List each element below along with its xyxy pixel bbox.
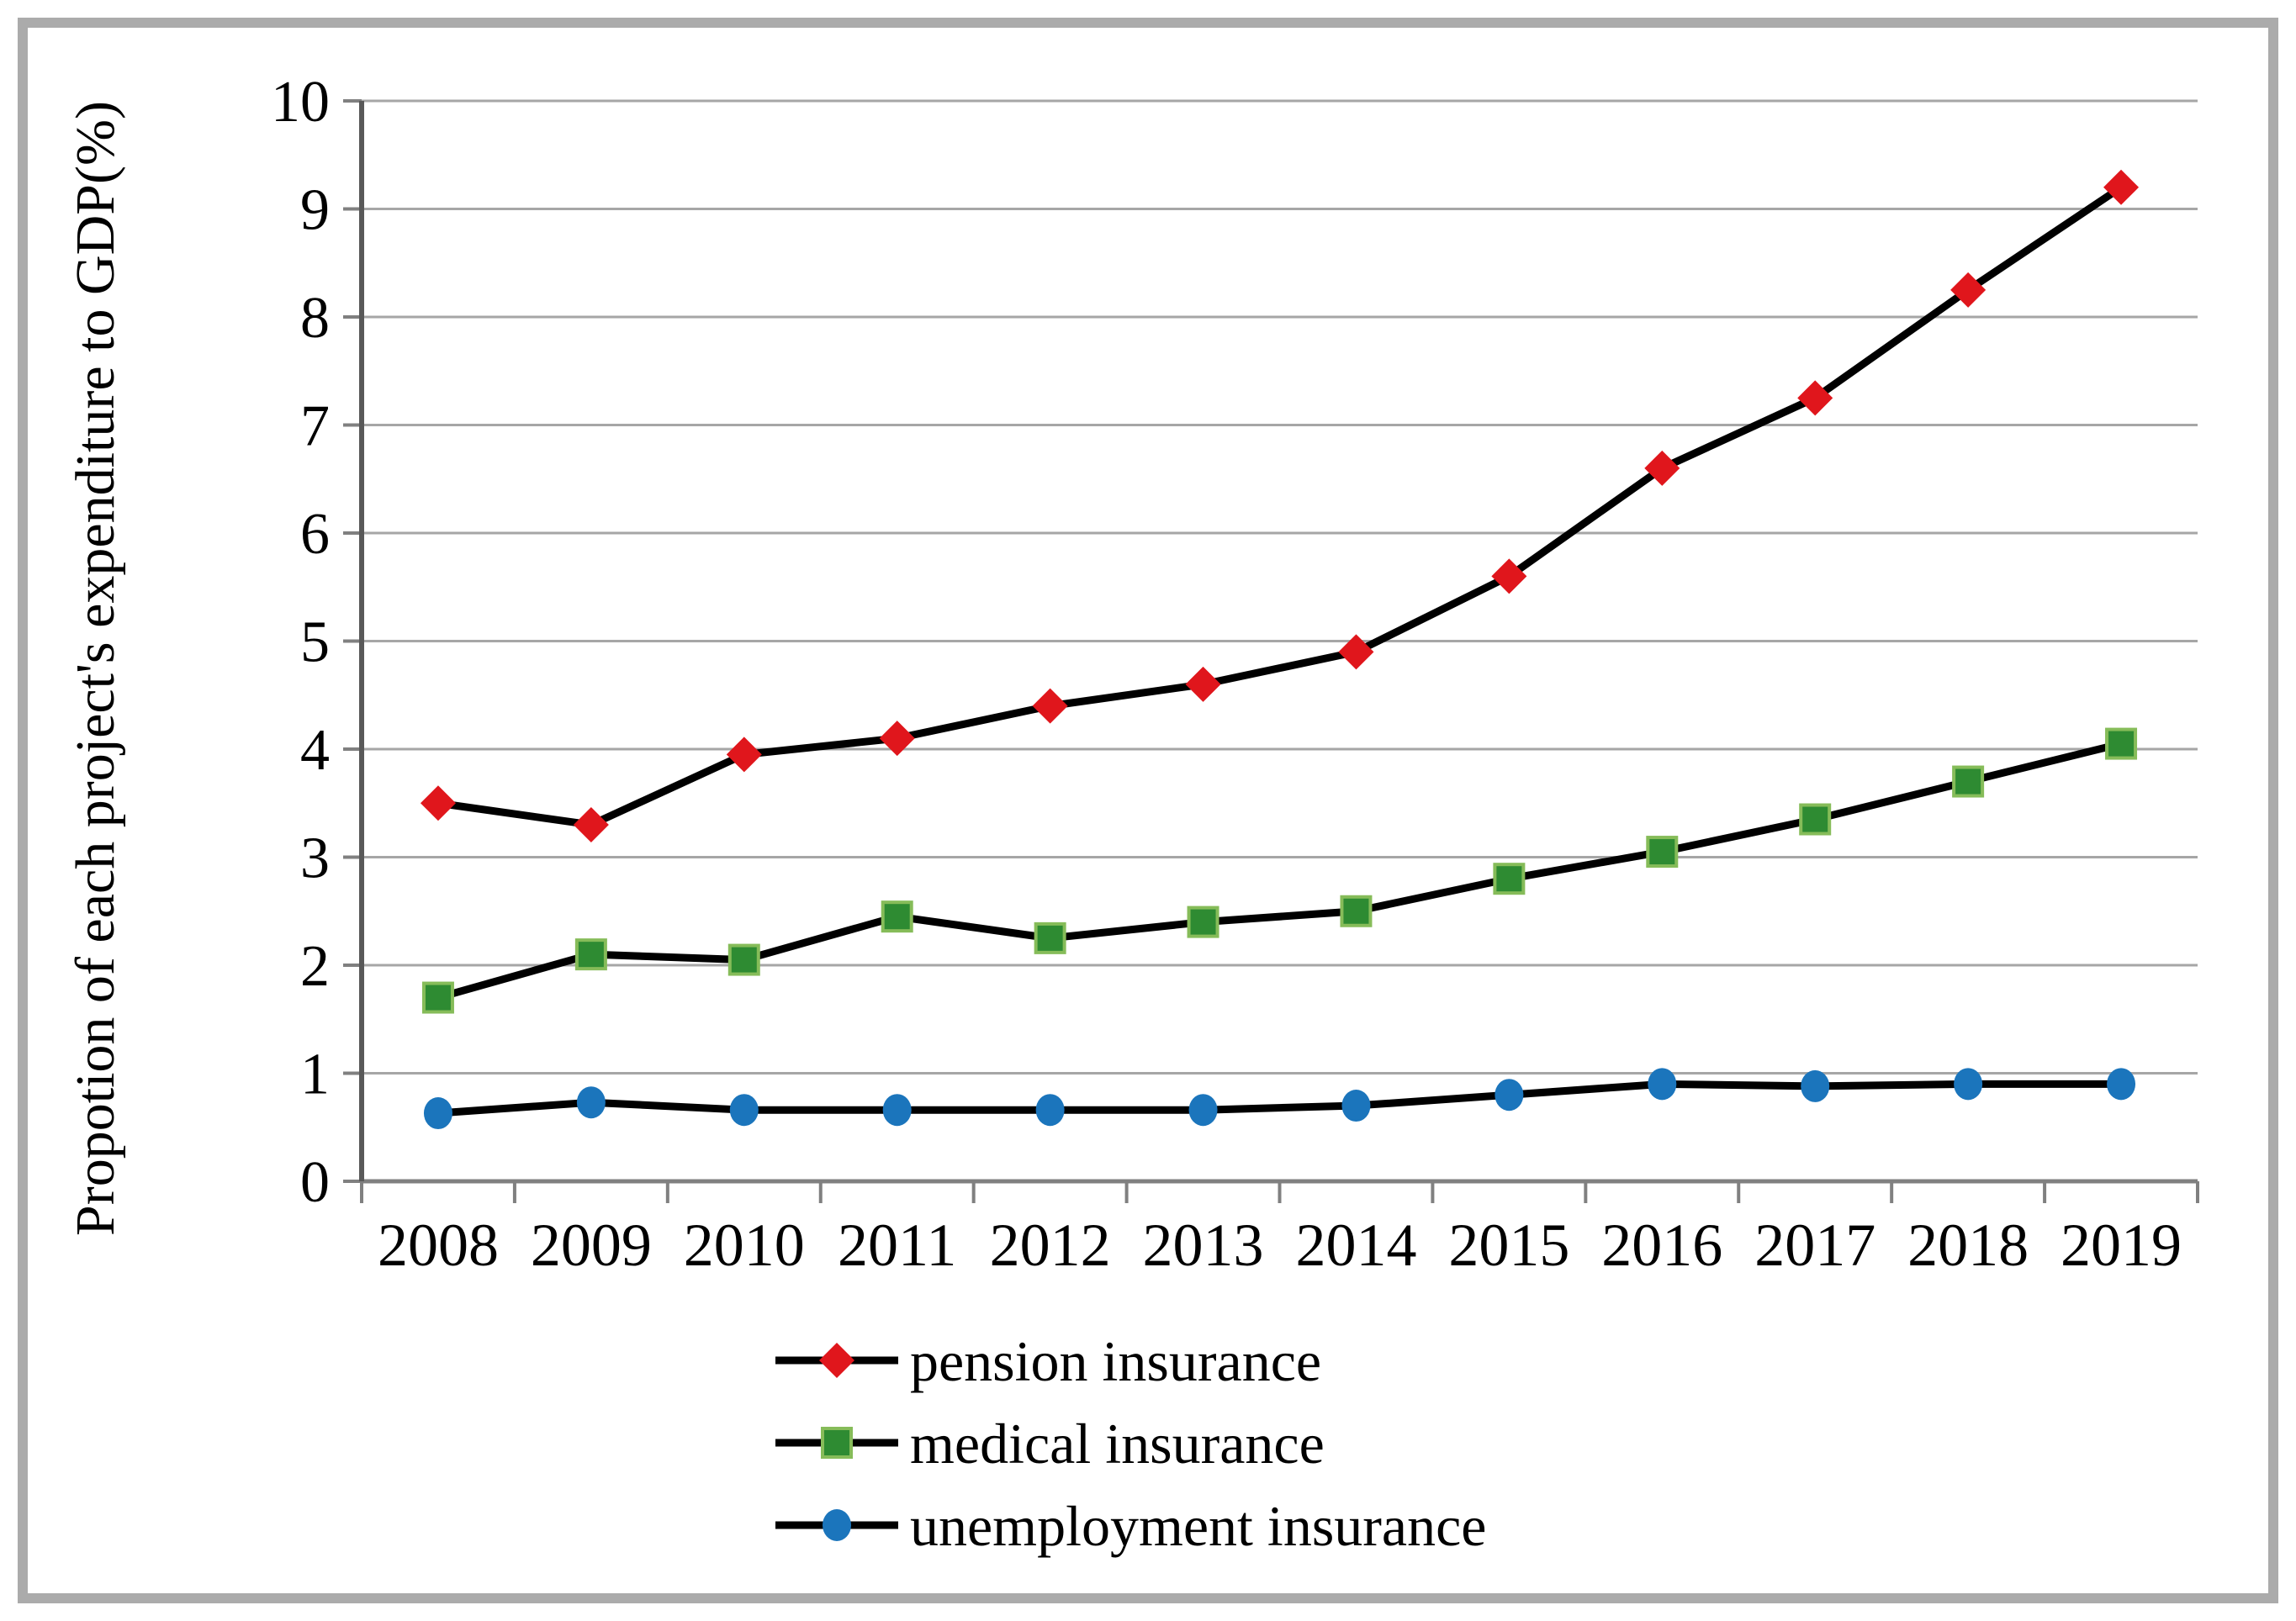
- diamond-icon: [1185, 666, 1221, 702]
- square-icon: [421, 981, 454, 1014]
- image-frame: [18, 18, 2278, 1603]
- circle-icon: [1341, 1090, 1371, 1122]
- square-icon: [1187, 906, 1219, 938]
- legend-label-medical-insurance: medical insurance: [910, 1412, 1325, 1476]
- circle-icon: [1188, 1094, 1218, 1127]
- y-tick-label: 2: [300, 934, 330, 999]
- series-medical-insurance-line: [434, 740, 2125, 1002]
- diamond-icon: [1950, 272, 1987, 308]
- x-tick-label: 2011: [838, 1212, 956, 1279]
- diamond-icon: [726, 737, 762, 773]
- legend-label-pension-insurance: pension insurance: [910, 1329, 1321, 1393]
- y-tick-label: 4: [300, 718, 330, 783]
- y-tick-label: 8: [300, 286, 330, 351]
- diamond-icon: [1338, 634, 1374, 670]
- y-tick-label: 3: [300, 826, 330, 891]
- y-tick-label: 9: [300, 178, 330, 243]
- square-icon: [574, 938, 607, 971]
- y-tick-label: 7: [300, 394, 330, 459]
- x-tick-label: 2019: [2061, 1212, 2182, 1279]
- circle-icon: [2107, 1068, 2136, 1101]
- diamond-icon: [420, 785, 456, 821]
- circle-icon: [1648, 1068, 1677, 1101]
- diamond-icon: [1797, 380, 1833, 416]
- x-tick-label: 2009: [531, 1212, 652, 1279]
- x-tick-label: 2008: [378, 1212, 499, 1279]
- circle-icon: [576, 1086, 606, 1119]
- y-tick-label: 1: [300, 1043, 330, 1107]
- legend-label-unemployment-insurance: unemployment insurance: [910, 1494, 1486, 1558]
- diamond-icon: [1491, 558, 1527, 594]
- circle-icon: [1495, 1079, 1524, 1111]
- square-icon: [1034, 921, 1066, 954]
- diamond-icon: [2103, 169, 2140, 205]
- x-tick-label: 2016: [1601, 1212, 1722, 1279]
- x-tick-label: 2013: [1143, 1212, 1264, 1279]
- diamond-icon: [573, 806, 609, 842]
- y-tick-label: 5: [300, 610, 330, 675]
- y-tick-label: 10: [271, 70, 330, 135]
- square-icon: [1952, 765, 1985, 798]
- series-unemployment-insurance-line: [434, 1080, 2125, 1117]
- square-icon: [2105, 727, 2138, 760]
- x-tick-label: 2014: [1295, 1212, 1416, 1279]
- square-icon: [821, 1427, 853, 1459]
- square-icon: [1799, 803, 1832, 836]
- circle-icon: [1801, 1069, 1830, 1102]
- circle-icon: [729, 1094, 759, 1127]
- circle-icon: [823, 1509, 851, 1541]
- series-pension-insurance-line: [434, 183, 2125, 829]
- y-axis-title: Propotion of each project's expenditure …: [65, 101, 126, 1236]
- x-tick-label: 2018: [1907, 1212, 2029, 1279]
- y-tick-label: 0: [300, 1150, 330, 1215]
- square-icon: [1646, 836, 1679, 869]
- square-icon: [881, 900, 913, 933]
- y-tick-label: 6: [300, 502, 330, 567]
- x-tick-label: 2010: [684, 1212, 805, 1279]
- x-tick-label: 2015: [1448, 1212, 1569, 1279]
- diamond-icon: [819, 1343, 854, 1378]
- circle-icon: [882, 1094, 912, 1127]
- diamond-icon: [1032, 688, 1068, 724]
- x-tick-label: 2012: [990, 1212, 1111, 1279]
- circle-icon: [1954, 1068, 1983, 1101]
- square-icon: [1493, 863, 1526, 895]
- diamond-icon: [1644, 450, 1680, 486]
- square-icon: [1340, 895, 1373, 927]
- square-icon: [727, 943, 760, 976]
- x-tick-label: 2017: [1754, 1212, 1875, 1279]
- circle-icon: [423, 1097, 452, 1130]
- circle-icon: [1035, 1094, 1065, 1127]
- diamond-icon: [879, 721, 915, 757]
